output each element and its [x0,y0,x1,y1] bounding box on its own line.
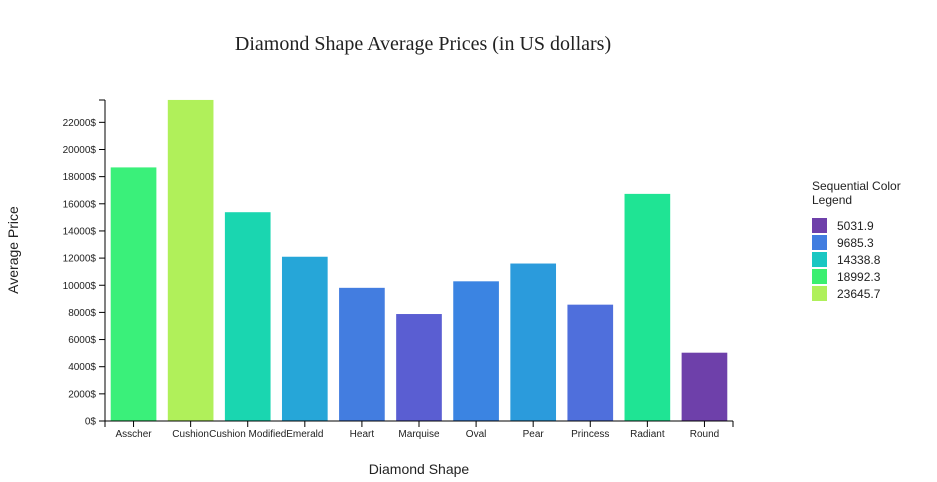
x-tick-label: Cushion [172,429,209,440]
x-tick-label: Heart [350,429,375,440]
x-tick-label: Cushion Modified [209,429,286,440]
y-axis-label: Average Price [5,206,21,294]
y-tick-label: 6000$ [68,335,96,346]
legend-label: 14338.8 [837,253,881,267]
legend-title-line-1: Sequential Color [812,179,901,193]
y-tick-label: 12000$ [63,254,97,265]
x-tick-label: Princess [571,429,609,440]
y-tick-label: 22000$ [63,118,97,129]
legend-swatch [812,218,827,233]
legend-swatch [812,252,827,267]
bar-heart [339,287,385,421]
bar-round [681,352,728,421]
bar-cushion [167,99,214,421]
y-tick-label: 14000$ [63,226,97,237]
bar-marquise [396,314,442,421]
y-tick-label: 0$ [85,417,97,428]
legend-swatch [812,269,827,284]
y-tick-label: 20000$ [63,145,97,156]
legend: Sequential Color Legend 5031.9 9685.3 1433… [812,179,901,301]
bar-emerald [281,256,328,421]
bar-radiant [624,193,671,421]
y-tick-label: 8000$ [68,308,96,319]
x-tick-label: Round [690,429,719,440]
x-tick-label: Asscher [115,429,152,440]
x-tick-label: Marquise [398,429,440,440]
legend-label: 9685.3 [837,236,874,250]
y-tick-label: 10000$ [63,281,97,292]
x-tick-label: Oval [466,429,487,440]
legend-swatch [812,286,827,301]
x-tick-label: Emerald [286,429,323,440]
x-axis-label: Diamond Shape [369,461,470,477]
bar-asscher [110,167,157,421]
legend-title-line-2: Legend [812,193,852,207]
x-tick-label: Radiant [630,429,665,440]
legend-label: 18992.3 [837,270,881,284]
y-tick-label: 4000$ [68,362,96,373]
legend-swatch [812,235,827,250]
bar-princess [567,304,614,421]
x-axis: Asscher Cushion Cushion Modified Emerald Hea… [104,420,734,440]
legend-label: 23645.7 [837,287,881,301]
y-tick-label: 2000$ [68,389,96,400]
y-axis: 0$ 2000$ 4000$ 6000$ 8000$ 10000$ 12000$ 14000$… [63,99,106,428]
legend-label: 5031.9 [837,219,874,233]
bar-oval [453,281,499,421]
y-tick-label: 16000$ [63,199,97,210]
bar-pear [510,263,557,421]
plot-area [110,99,728,421]
y-tick-label: 18000$ [63,172,97,183]
chart-title: Diamond Shape Average Prices (in US doll… [235,33,611,55]
x-tick-label: Pear [523,429,545,440]
bar-cushion-modified [224,212,271,421]
